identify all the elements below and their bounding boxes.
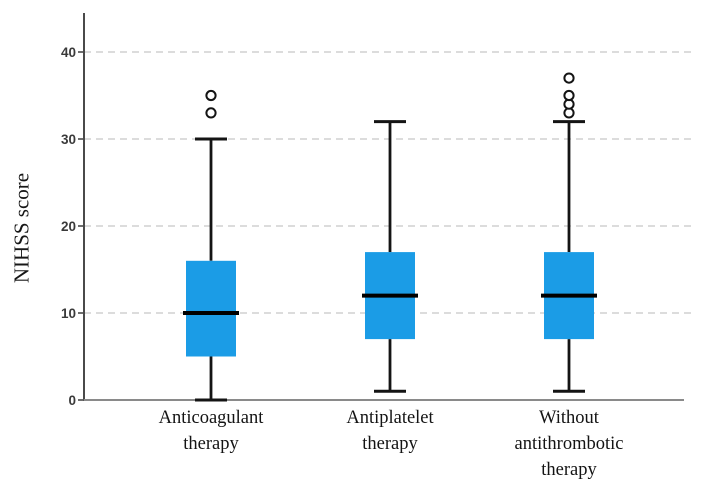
outlier-point bbox=[205, 107, 217, 119]
y-tick-label: 0 bbox=[68, 393, 76, 408]
x-category-label: Anticoagulant therapy bbox=[158, 408, 264, 454]
y-tick-label: 30 bbox=[61, 132, 76, 147]
y-tick-label: 10 bbox=[61, 306, 76, 321]
x-category-label: Without antithrombotic therapy bbox=[514, 408, 624, 480]
outlier-point bbox=[563, 89, 575, 102]
outlier-point bbox=[205, 89, 217, 102]
x-category-label: Antiplatelet therapy bbox=[346, 408, 434, 454]
y-tick-label: 40 bbox=[61, 45, 76, 60]
y-tick-label: 20 bbox=[61, 219, 76, 234]
iqr-box bbox=[186, 260, 236, 357]
outlier-point bbox=[563, 72, 575, 84]
y-axis-title: NIHSS score bbox=[9, 172, 34, 284]
